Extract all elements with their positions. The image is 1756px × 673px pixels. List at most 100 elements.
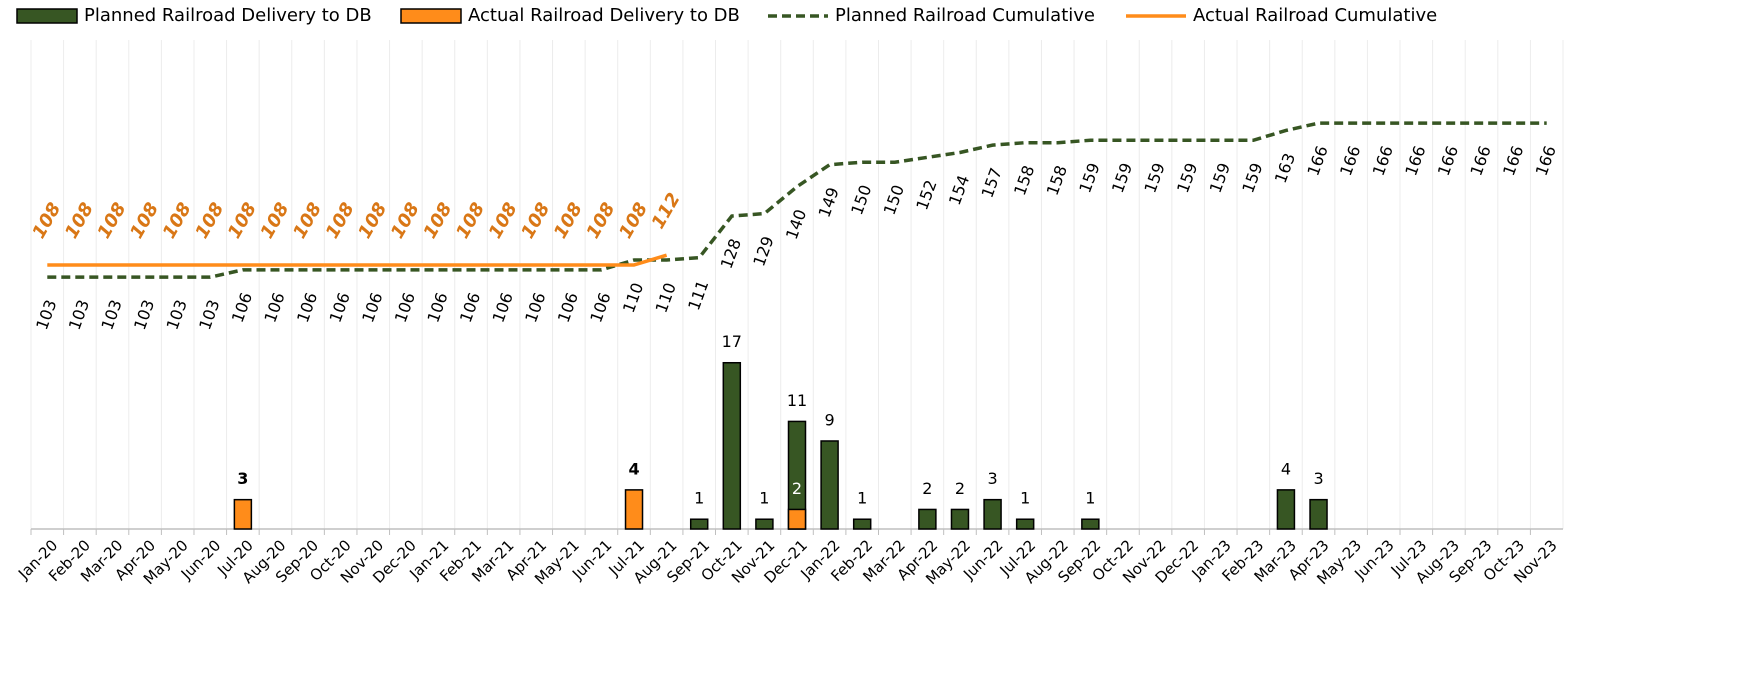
- data-label: 3: [237, 469, 248, 488]
- data-label: 103: [130, 297, 158, 332]
- data-label: 106: [489, 290, 517, 325]
- data-label: 106: [554, 290, 582, 325]
- bar: [1309, 498, 1328, 530]
- data-label: 158: [1043, 163, 1071, 198]
- data-label: 166: [1401, 143, 1429, 178]
- data-label: 103: [32, 297, 60, 332]
- data-label: 108: [517, 199, 554, 242]
- data-label: 150: [847, 182, 875, 217]
- data-label: 152: [912, 177, 940, 212]
- data-label: 112: [648, 189, 685, 232]
- data-label: 103: [97, 297, 125, 332]
- data-label: 103: [65, 297, 93, 332]
- data-label: 3: [987, 469, 997, 488]
- data-label: 103: [195, 297, 223, 332]
- legend-swatch: [16, 8, 78, 24]
- data-label: 110: [652, 280, 680, 315]
- data-label: 106: [391, 290, 419, 325]
- bar: [1276, 489, 1296, 530]
- bar: [1015, 518, 1035, 530]
- data-label: 108: [615, 199, 652, 242]
- data-label: 108: [452, 199, 489, 242]
- data-label: 1: [1085, 489, 1095, 508]
- data-label: 140: [782, 207, 810, 242]
- legend-label: Planned Railroad Cumulative: [835, 5, 1095, 26]
- data-label: 108: [550, 199, 587, 242]
- line: [47, 121, 1547, 279]
- data-label: 159: [1206, 160, 1234, 195]
- bar: [233, 498, 253, 530]
- data-label: 106: [358, 290, 386, 325]
- data-label: 106: [521, 290, 549, 325]
- bar: [852, 518, 872, 530]
- data-label: 108: [224, 199, 261, 242]
- bar: [722, 361, 742, 530]
- data-label: 106: [293, 290, 321, 325]
- data-label: 108: [191, 199, 228, 242]
- data-label: 106: [423, 290, 451, 325]
- legend-swatch: [400, 8, 462, 24]
- data-label: 17: [722, 332, 742, 351]
- data-label: 1: [694, 489, 704, 508]
- data-label: 159: [1075, 160, 1103, 195]
- data-label: 108: [126, 199, 163, 242]
- data-label: 110: [619, 280, 647, 315]
- data-label: 108: [420, 199, 457, 242]
- data-label: 1: [1020, 489, 1030, 508]
- legend-label: Planned Railroad Delivery to DB: [84, 5, 372, 26]
- data-label: 3: [1313, 469, 1323, 488]
- data-label: 166: [1336, 143, 1364, 178]
- data-label: 106: [260, 290, 288, 325]
- legend-label: Actual Railroad Delivery to DB: [468, 5, 740, 26]
- data-label: 1: [857, 489, 867, 508]
- data-label: 149: [815, 185, 843, 220]
- bar: [820, 440, 839, 530]
- data-label: 158: [1010, 163, 1038, 198]
- data-label: 166: [1466, 143, 1494, 178]
- bar: [1081, 518, 1100, 530]
- data-label: 103: [163, 297, 191, 332]
- data-label: 1: [759, 489, 769, 508]
- data-label: 4: [1281, 459, 1291, 478]
- data-label: 159: [1140, 160, 1168, 195]
- data-label: 108: [354, 199, 391, 242]
- data-label: 163: [1271, 151, 1299, 186]
- data-label: 108: [485, 199, 522, 242]
- legend: Planned Railroad Delivery to DB Actual Ra…: [16, 5, 1437, 26]
- data-label: 166: [1303, 143, 1331, 178]
- data-label: 166: [1499, 143, 1527, 178]
- data-label: 11: [787, 391, 807, 410]
- bar: [689, 518, 709, 530]
- data-label: 108: [61, 199, 98, 242]
- bar: [624, 489, 644, 530]
- data-label: 2: [922, 479, 932, 498]
- data-label: 106: [456, 290, 484, 325]
- data-label: 108: [28, 199, 65, 242]
- data-label: 108: [583, 199, 620, 242]
- data-label: 2: [955, 479, 965, 498]
- data-label: 106: [228, 290, 256, 325]
- data-label: 159: [1238, 160, 1266, 195]
- data-label: 4: [628, 459, 639, 478]
- data-label: 111: [684, 278, 712, 313]
- data-label: 159: [1108, 160, 1136, 195]
- data-label: 150: [880, 182, 908, 217]
- data-label: 166: [1434, 143, 1462, 178]
- data-label: 108: [289, 199, 326, 242]
- data-label: 159: [1173, 160, 1201, 195]
- data-label: 108: [159, 199, 196, 242]
- data-label: 108: [94, 199, 131, 242]
- data-label: 2: [792, 479, 802, 498]
- legend-label: Actual Railroad Cumulative: [1193, 5, 1437, 26]
- bar: [787, 508, 807, 530]
- line: [47, 253, 668, 267]
- data-label: 108: [322, 199, 359, 242]
- data-label: 108: [257, 199, 294, 242]
- data-label: 157: [977, 165, 1005, 200]
- data-label: 166: [1369, 143, 1397, 178]
- data-label: 154: [945, 173, 973, 208]
- bar: [983, 498, 1002, 530]
- data-label: 166: [1532, 143, 1560, 178]
- data-label: 106: [586, 290, 614, 325]
